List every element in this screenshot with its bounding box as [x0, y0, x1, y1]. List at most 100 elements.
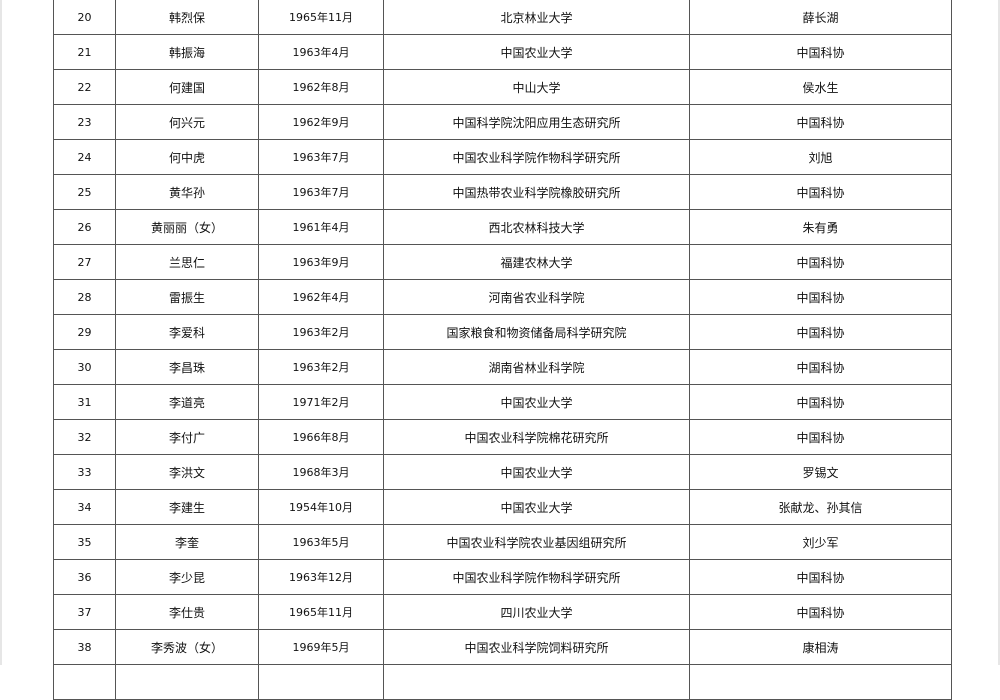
row-number-cell: 32 [53, 419, 116, 455]
work-unit-cell: 中国农业科学院农业基因组研究所 [383, 524, 690, 560]
work-unit-cell: 中国农业大学 [383, 384, 690, 420]
table-row: 36 李少昆 1963年12月 中国农业科学院作物科学研究所 中国科协 [53, 559, 952, 595]
person-name-cell: 何中虎 [115, 139, 259, 175]
nominator-cell: 康相涛 [689, 629, 952, 665]
birth-date-cell: 1966年8月 [258, 419, 384, 455]
row-number-cell: 31 [53, 384, 116, 420]
table-row: 29 李爱科 1963年2月 国家粮食和物资储备局科学研究院 中国科协 [53, 314, 952, 350]
row-number-cell [53, 664, 116, 700]
row-number-cell: 20 [53, 0, 116, 35]
work-unit-cell: 中国农业科学院作物科学研究所 [383, 559, 690, 595]
birth-date-cell: 1963年2月 [258, 349, 384, 385]
birth-date-cell: 1954年10月 [258, 489, 384, 525]
row-number-cell: 38 [53, 629, 116, 665]
row-number-cell: 28 [53, 279, 116, 315]
nominator-cell: 刘少军 [689, 524, 952, 560]
row-number-cell: 36 [53, 559, 116, 595]
person-name-cell: 黄华孙 [115, 174, 259, 210]
work-unit-cell: 中国农业大学 [383, 489, 690, 525]
nominator-cell: 中国科协 [689, 174, 952, 210]
person-name-cell: 韩振海 [115, 34, 259, 70]
birth-date-cell [258, 664, 384, 700]
page-edge-left [0, 0, 2, 665]
table-row: 35 李奎 1963年5月 中国农业科学院农业基因组研究所 刘少军 [53, 524, 952, 560]
nominator-cell: 中国科协 [689, 314, 952, 350]
birth-date-cell: 1963年9月 [258, 244, 384, 280]
table-row: 32 李付广 1966年8月 中国农业科学院棉花研究所 中国科协 [53, 419, 952, 455]
table-row: 20 韩烈保 1965年11月 北京林业大学 薛长湖 [53, 0, 952, 35]
table-row: 27 兰思仁 1963年9月 福建农林大学 中国科协 [53, 244, 952, 280]
work-unit-cell: 湖南省林业科学院 [383, 349, 690, 385]
work-unit-cell: 北京林业大学 [383, 0, 690, 35]
person-name-cell: 李道亮 [115, 384, 259, 420]
nominator-cell: 薛长湖 [689, 0, 952, 35]
nominator-cell: 朱有勇 [689, 209, 952, 245]
birth-date-cell: 1962年9月 [258, 104, 384, 140]
birth-date-cell: 1971年2月 [258, 384, 384, 420]
candidate-table: 20 韩烈保 1965年11月 北京林业大学 薛长湖 21 韩振海 1963年4月 中国农业大学… [53, 0, 952, 700]
nominator-cell: 中国科协 [689, 419, 952, 455]
person-name-cell: 何建国 [115, 69, 259, 105]
table-row: 30 李昌珠 1963年2月 湖南省林业科学院 中国科协 [53, 349, 952, 385]
table-row: 38 李秀波（女） 1969年5月 中国农业科学院饲料研究所 康相涛 [53, 629, 952, 665]
work-unit-cell: 四川农业大学 [383, 594, 690, 630]
person-name-cell: 李爱科 [115, 314, 259, 350]
work-unit-cell: 国家粮食和物资储备局科学研究院 [383, 314, 690, 350]
table-row: 33 李洪文 1968年3月 中国农业大学 罗锡文 [53, 454, 952, 490]
table-row: 28 雷振生 1962年4月 河南省农业科学院 中国科协 [53, 279, 952, 315]
row-number-cell: 25 [53, 174, 116, 210]
person-name-cell: 李少昆 [115, 559, 259, 595]
nominator-cell: 张献龙、孙其信 [689, 489, 952, 525]
row-number-cell: 37 [53, 594, 116, 630]
nominator-cell: 侯水生 [689, 69, 952, 105]
person-name-cell: 李建生 [115, 489, 259, 525]
nominator-cell: 中国科协 [689, 244, 952, 280]
table-row: 26 黄丽丽（女） 1961年4月 西北农林科技大学 朱有勇 [53, 209, 952, 245]
work-unit-cell: 中国科学院沈阳应用生态研究所 [383, 104, 690, 140]
page-edge-right [998, 0, 1000, 665]
person-name-cell: 韩烈保 [115, 0, 259, 35]
birth-date-cell: 1963年7月 [258, 174, 384, 210]
row-number-cell: 22 [53, 69, 116, 105]
table-row: 34 李建生 1954年10月 中国农业大学 张献龙、孙其信 [53, 489, 952, 525]
work-unit-cell: 中国农业科学院饲料研究所 [383, 629, 690, 665]
row-number-cell: 24 [53, 139, 116, 175]
row-number-cell: 34 [53, 489, 116, 525]
person-name-cell: 兰思仁 [115, 244, 259, 280]
person-name-cell: 李奎 [115, 524, 259, 560]
nominator-cell: 中国科协 [689, 384, 952, 420]
table-row: 25 黄华孙 1963年7月 中国热带农业科学院橡胶研究所 中国科协 [53, 174, 952, 210]
person-name-cell: 李仕贵 [115, 594, 259, 630]
nominator-cell: 中国科协 [689, 279, 952, 315]
person-name-cell: 黄丽丽（女） [115, 209, 259, 245]
table-row: 31 李道亮 1971年2月 中国农业大学 中国科协 [53, 384, 952, 420]
birth-date-cell: 1961年4月 [258, 209, 384, 245]
nominator-cell: 中国科协 [689, 594, 952, 630]
table-row: 37 李仕贵 1965年11月 四川农业大学 中国科协 [53, 594, 952, 630]
nominator-cell [689, 664, 952, 700]
birth-date-cell: 1968年3月 [258, 454, 384, 490]
work-unit-cell: 中国农业大学 [383, 34, 690, 70]
work-unit-cell: 西北农林科技大学 [383, 209, 690, 245]
nominator-cell: 中国科协 [689, 104, 952, 140]
work-unit-cell: 中国农业科学院棉花研究所 [383, 419, 690, 455]
nominator-cell: 罗锡文 [689, 454, 952, 490]
table-row: 23 何兴元 1962年9月 中国科学院沈阳应用生态研究所 中国科协 [53, 104, 952, 140]
table-row: 22 何建国 1962年8月 中山大学 侯水生 [53, 69, 952, 105]
row-number-cell: 23 [53, 104, 116, 140]
table-row [53, 664, 952, 700]
row-number-cell: 26 [53, 209, 116, 245]
birth-date-cell: 1962年4月 [258, 279, 384, 315]
birth-date-cell: 1965年11月 [258, 0, 384, 35]
birth-date-cell: 1963年7月 [258, 139, 384, 175]
row-number-cell: 33 [53, 454, 116, 490]
row-number-cell: 30 [53, 349, 116, 385]
table-row: 21 韩振海 1963年4月 中国农业大学 中国科协 [53, 34, 952, 70]
row-number-cell: 27 [53, 244, 116, 280]
person-name-cell: 雷振生 [115, 279, 259, 315]
birth-date-cell: 1962年8月 [258, 69, 384, 105]
work-unit-cell: 中国农业科学院作物科学研究所 [383, 139, 690, 175]
row-number-cell: 29 [53, 314, 116, 350]
birth-date-cell: 1969年5月 [258, 629, 384, 665]
birth-date-cell: 1963年2月 [258, 314, 384, 350]
